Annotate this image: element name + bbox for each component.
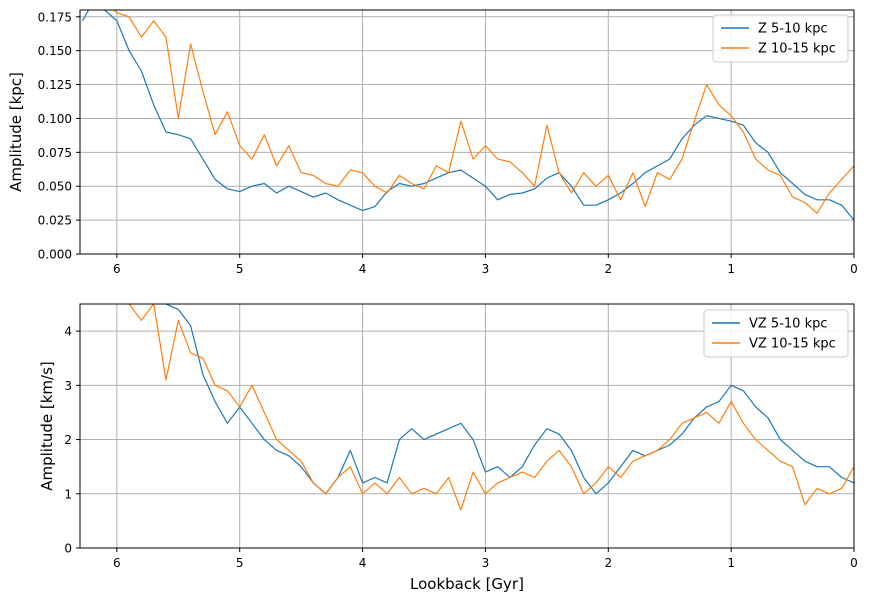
x-tick-label: 0	[850, 556, 858, 570]
y-tick-label: 0.000	[38, 248, 72, 262]
panel-z-amplitude: 6 5 4 3 2 1 0 0.000 0.025 0.050 0.075 0.100 0.125 0.1…	[7, 9, 858, 276]
legend: VZ 5-10 kpc VZ 10-15 kpc	[703, 309, 849, 358]
x-tick-label: 4	[359, 262, 367, 276]
legend-label-1: VZ 5-10 kpc	[749, 317, 828, 332]
y-tick-label: 4	[64, 325, 72, 339]
x-tick-label: 2	[604, 262, 612, 276]
series-line-1	[164, 304, 854, 495]
x-tick-label: 6	[113, 556, 121, 570]
y-axis-label: Amplitude [km/s]	[38, 361, 56, 491]
y-tick-label: 1	[64, 487, 72, 501]
x-tick-label: 3	[482, 262, 490, 276]
x-tick-label: 4	[359, 556, 367, 570]
y-tick-label: 0.075	[38, 146, 72, 160]
y-tick-label: 0	[64, 542, 72, 556]
series-line-2	[127, 304, 854, 511]
legend-box	[703, 309, 849, 358]
y-tick-label: 3	[64, 379, 72, 393]
series-line-1	[81, 10, 854, 221]
y-tick-label: 0.100	[38, 112, 72, 126]
x-tick-label: 5	[236, 262, 244, 276]
legend-label-2: Z 10-15 kpc	[758, 42, 836, 57]
series-group	[127, 304, 854, 511]
series-line-2	[112, 10, 854, 214]
panel-vz-amplitude: 6 5 4 3 2 1 0 0 1 2 3 4 Amplitude [km/s] Lookback [Gy…	[38, 303, 858, 593]
x-tick-label: 1	[727, 556, 735, 570]
y-tick-label: 0.125	[38, 78, 72, 92]
y-axis-label: Amplitude [kpc]	[7, 72, 25, 192]
legend-box	[712, 14, 849, 63]
legend-label-1: Z 5-10 kpc	[758, 22, 828, 37]
x-axis-label: Lookback [Gyr]	[410, 575, 524, 593]
y-tick-label: 0.175	[38, 10, 72, 24]
x-tick-label: 5	[236, 556, 244, 570]
x-tick-label: 1	[727, 262, 735, 276]
series-group	[81, 10, 854, 221]
y-tick-label: 2	[64, 433, 72, 447]
x-tick-label: 0	[850, 262, 858, 276]
x-tick-label: 6	[113, 262, 121, 276]
axes-frame	[79, 303, 855, 549]
y-tick-label: 0.050	[38, 180, 72, 194]
x-tick-label: 3	[482, 556, 490, 570]
x-tick-label: 2	[604, 556, 612, 570]
y-tick-label: 0.025	[38, 214, 72, 228]
legend: Z 5-10 kpc Z 10-15 kpc	[712, 14, 849, 63]
axes-frame	[79, 9, 855, 255]
y-tick-label: 0.150	[38, 44, 72, 58]
legend-label-2: VZ 10-15 kpc	[749, 337, 836, 352]
